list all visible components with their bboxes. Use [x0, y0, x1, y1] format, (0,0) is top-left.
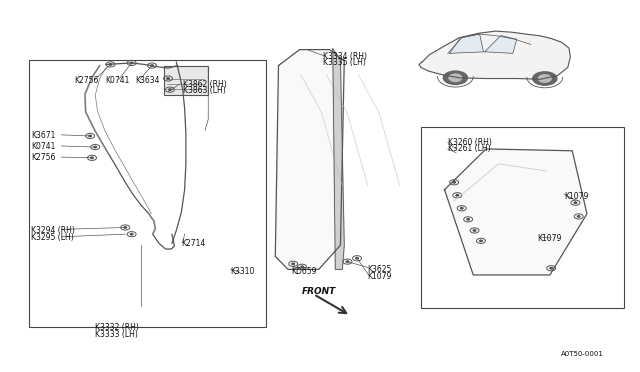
Polygon shape	[275, 49, 344, 269]
Circle shape	[456, 195, 459, 196]
Bar	[421, 127, 624, 308]
Text: K0741: K0741	[31, 142, 56, 151]
Circle shape	[467, 219, 469, 220]
Bar	[164, 66, 208, 95]
Circle shape	[577, 216, 580, 217]
Text: KD659: KD659	[291, 267, 317, 276]
Text: K3295 (LH): K3295 (LH)	[31, 233, 74, 243]
Circle shape	[532, 71, 557, 86]
Circle shape	[292, 263, 294, 264]
Text: K3261 (LH): K3261 (LH)	[448, 144, 490, 153]
Circle shape	[356, 257, 358, 259]
Polygon shape	[450, 34, 483, 53]
Text: K3634: K3634	[135, 76, 159, 85]
Circle shape	[301, 266, 303, 267]
Text: K2756: K2756	[31, 153, 56, 162]
Bar	[29, 60, 266, 327]
Text: K0741: K0741	[105, 76, 129, 85]
Text: K3335 (LH): K3335 (LH)	[323, 58, 366, 67]
Polygon shape	[333, 49, 344, 269]
Circle shape	[94, 146, 97, 148]
Text: K3332 (RH): K3332 (RH)	[95, 323, 139, 332]
Polygon shape	[484, 36, 516, 53]
Text: K1079: K1079	[367, 272, 392, 281]
Circle shape	[473, 230, 476, 231]
Circle shape	[453, 182, 456, 183]
Circle shape	[169, 89, 172, 90]
Circle shape	[109, 64, 112, 65]
Text: K3671: K3671	[31, 131, 56, 140]
Circle shape	[538, 75, 551, 82]
Text: K3260 (RH): K3260 (RH)	[448, 138, 492, 147]
Circle shape	[479, 240, 482, 241]
Circle shape	[124, 227, 127, 228]
Text: K3625: K3625	[367, 265, 392, 274]
Text: FRONT: FRONT	[302, 287, 337, 296]
Text: K3334 (RH): K3334 (RH)	[323, 52, 367, 61]
Text: K1079: K1079	[537, 234, 561, 243]
Text: K3862 (RH): K3862 (RH)	[183, 80, 227, 89]
Text: A0T50-0001: A0T50-0001	[561, 350, 604, 356]
Circle shape	[346, 261, 349, 262]
Circle shape	[461, 208, 463, 209]
Circle shape	[91, 157, 93, 158]
Text: K3310: K3310	[230, 267, 255, 276]
Circle shape	[151, 65, 154, 66]
Circle shape	[550, 267, 552, 269]
Circle shape	[443, 70, 468, 85]
Text: K2714: K2714	[181, 239, 205, 248]
Text: K2756: K2756	[74, 76, 99, 85]
Circle shape	[131, 62, 133, 64]
Circle shape	[574, 202, 577, 203]
Circle shape	[89, 135, 92, 137]
Polygon shape	[419, 31, 570, 79]
Circle shape	[167, 78, 170, 79]
Polygon shape	[445, 149, 587, 275]
Text: K3333 (LH): K3333 (LH)	[95, 330, 138, 339]
Text: K3863 (LH): K3863 (LH)	[183, 86, 226, 95]
Circle shape	[131, 234, 133, 235]
Circle shape	[449, 74, 462, 81]
Text: K1079: K1079	[564, 192, 588, 201]
Text: K3294 (RH): K3294 (RH)	[31, 226, 76, 235]
